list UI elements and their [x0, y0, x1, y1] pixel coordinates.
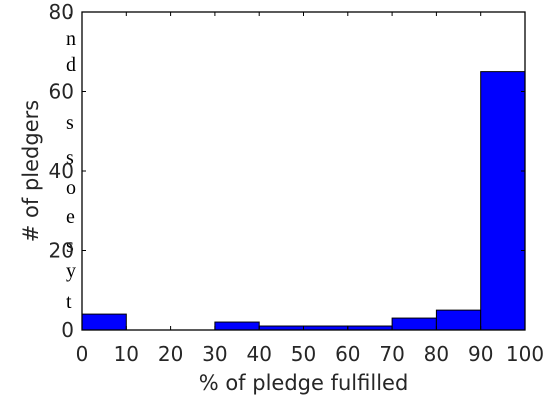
- side-text-fragment: s: [66, 147, 74, 169]
- x-tick-label: 10: [114, 342, 139, 366]
- y-axis-label: # of pledgers: [19, 100, 43, 242]
- side-text-fragment: s: [66, 112, 74, 134]
- histogram-bar: [480, 71, 526, 331]
- side-text-fragment: o: [66, 177, 76, 199]
- y-tick-label: 0: [61, 318, 74, 342]
- x-tick-label: 0: [76, 342, 89, 366]
- histogram-bar: [391, 317, 437, 331]
- y-tick-label: 60: [49, 80, 74, 104]
- y-tick-label: 80: [49, 0, 74, 24]
- x-tick-label: 60: [335, 342, 360, 366]
- x-tick-label: 90: [468, 342, 493, 366]
- side-text-fragment: e: [66, 206, 75, 228]
- x-tick-label: 80: [424, 342, 449, 366]
- side-text-fragment: y: [66, 260, 76, 282]
- x-tick-label: 50: [291, 342, 316, 366]
- tick-labels-group: 0 10 20 30 40 50 60 70 80 90 100 0 20 40 60 80: [49, 0, 545, 366]
- plot-area: [82, 12, 525, 330]
- x-tick-label: 20: [158, 342, 183, 366]
- x-tick-label: 70: [379, 342, 404, 366]
- y-tick-label: 40: [49, 159, 74, 183]
- x-tick-label: 40: [246, 342, 271, 366]
- y-tick-label: 20: [49, 239, 74, 263]
- side-text-fragment: n: [66, 28, 76, 50]
- side-text-fragment: d: [66, 54, 76, 76]
- x-tick-label: 100: [506, 342, 544, 366]
- histogram-bar: [214, 321, 260, 331]
- histogram-bar: [81, 313, 127, 331]
- x-axis-label: % of pledge fulfilled: [199, 371, 409, 395]
- side-text-fragment: t: [66, 291, 72, 313]
- histogram-bar: [435, 309, 482, 331]
- ticks-group: [81, 11, 526, 331]
- side-text-fragment: ,: [68, 0, 73, 21]
- side-text-fragment: s: [66, 235, 74, 257]
- x-tick-label: 30: [202, 342, 227, 366]
